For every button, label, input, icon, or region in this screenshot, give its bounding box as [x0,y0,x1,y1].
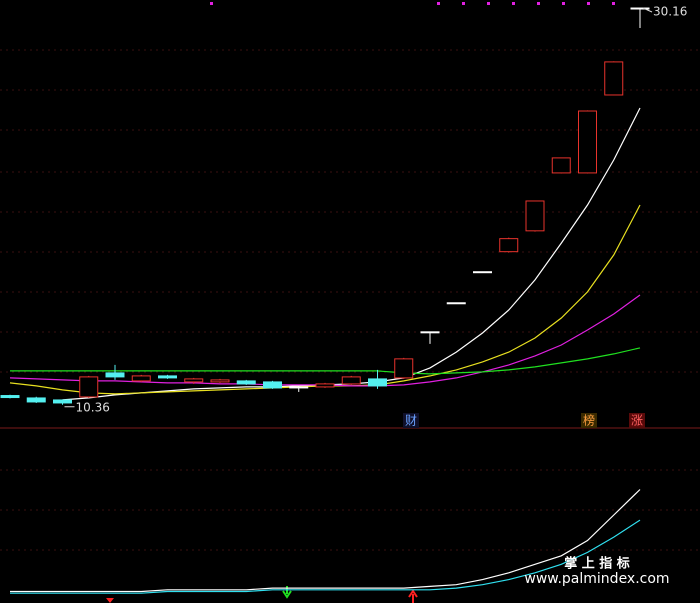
candle-body [131,375,151,382]
candle-body [604,61,624,96]
annotation-box [629,413,645,428]
label-arrow [642,7,653,13]
candle-body [525,200,545,232]
dot [462,2,465,5]
candle-body [473,271,492,274]
watermark: 掌 上 指 标 [564,556,630,572]
dot [487,2,490,5]
candle-body [79,376,99,398]
annotation: 榜 [583,413,595,428]
annotation: 涨 [631,413,643,428]
annotation-box [403,413,419,428]
dot [512,2,515,5]
candle-body [630,7,650,10]
candle-body [184,378,204,383]
candle-body [446,302,466,305]
dot [537,2,540,5]
candle-body [551,157,571,174]
candle-body [263,381,282,389]
candle-body [368,378,387,387]
candle-body [105,372,125,378]
candle-body [158,375,177,379]
low-label: 10.36 [76,400,110,414]
dot [437,2,440,5]
candle-body [26,397,46,403]
candle-body [289,386,309,389]
high-label: 30.16 [653,5,687,19]
dot [562,2,565,5]
annotation-box [581,413,597,428]
candle-body [578,110,597,174]
line [62,107,641,401]
up-arrow [106,598,114,603]
dot [210,2,213,5]
candle-body [0,395,20,399]
up-arrow [408,589,418,603]
candle-body [236,380,256,385]
candle-body [420,331,440,334]
signal-arrows [106,586,418,603]
dot [612,2,615,5]
candle-body [341,376,361,385]
candle-body [499,238,519,253]
candle-body [394,358,414,379]
line [10,489,641,593]
candle-body [53,399,72,404]
annotation: 财 [405,414,417,428]
dot [587,2,590,5]
line [10,519,641,594]
watermark: www.palmindex.com [524,571,669,587]
candle-body [315,383,335,388]
top-dots [210,2,615,5]
candle-body [210,379,230,383]
